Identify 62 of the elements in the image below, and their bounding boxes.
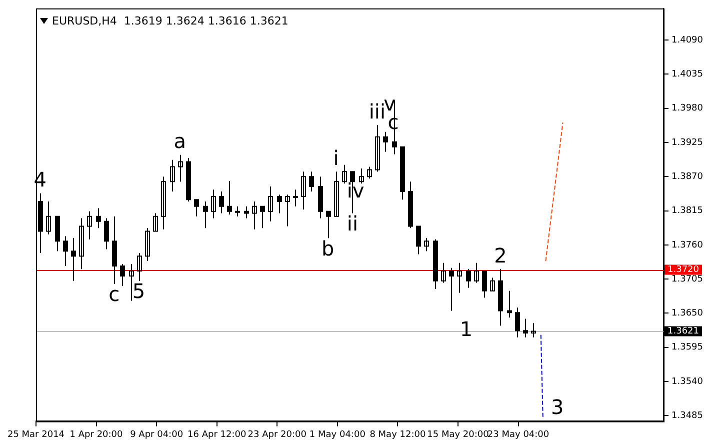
y-tick-label: 1.4090 <box>672 35 704 46</box>
x-tick-label: 1 Apr 20:00 <box>70 430 124 440</box>
candlestick <box>137 252 142 282</box>
candlestick <box>145 228 150 262</box>
candlestick <box>211 189 216 219</box>
y-tick-label: 1.3650 <box>672 308 704 319</box>
candlestick <box>441 262 446 284</box>
candlestick <box>424 238 429 252</box>
candlestick <box>375 124 380 172</box>
candlestick <box>79 218 84 270</box>
annotation: 2 <box>494 243 507 268</box>
y-tick-label: 1.3925 <box>672 138 704 148</box>
candlestick <box>178 154 183 182</box>
candlestick <box>170 159 175 192</box>
x-tick-label: 8 May 12:00 <box>370 430 426 440</box>
annotation: v <box>384 91 396 116</box>
text: EURUSD,H4 1.3619 1.3624 1.3616 1.3621 <box>52 14 288 28</box>
candlestick <box>367 166 372 179</box>
candlestick <box>252 200 257 230</box>
y-tick-label: 1.4035 <box>672 70 704 80</box>
x-tick-label: 15 May 20:00 <box>427 430 490 440</box>
candlestick <box>301 171 306 210</box>
annotation: b <box>321 236 334 260</box>
ref-line-label: 1.3720 <box>668 265 700 276</box>
annotation: 3 <box>550 394 564 419</box>
y-tick-label: 1.3980 <box>672 104 704 114</box>
annotation: iii <box>368 99 386 124</box>
candlestick <box>87 210 92 240</box>
annotation: i <box>333 146 339 170</box>
candlestick <box>293 189 298 207</box>
annotation: c <box>108 282 120 306</box>
y-tick-label: 1.3540 <box>672 376 704 387</box>
annotation: 1 <box>460 316 473 341</box>
candlestick <box>153 212 158 232</box>
annotation: ii <box>346 211 358 236</box>
x-tick-label: 16 Apr 12:00 <box>188 430 246 440</box>
candlestick <box>342 164 347 184</box>
y-tick-label: 1.3705 <box>672 274 704 284</box>
ref-line-label: 1.3621 <box>668 326 700 337</box>
candlestick <box>129 264 134 302</box>
candlestick <box>334 171 339 217</box>
annotation: a <box>174 129 186 154</box>
candlestick <box>457 262 462 294</box>
annotation: 5 <box>132 279 146 304</box>
x-tick-label: 23 Apr 20:00 <box>248 430 307 440</box>
candlestick <box>235 206 240 217</box>
candlestick <box>531 322 536 338</box>
candlestick <box>268 186 273 222</box>
y-tick-label: 1.3485 <box>672 410 704 421</box>
x-tick-label: 25 Mar 2014 <box>7 430 65 440</box>
x-tick-label: 9 Apr 04:00 <box>130 430 184 440</box>
y-tick-label: 1.3595 <box>672 342 704 353</box>
candlestick <box>285 194 290 227</box>
y-tick-label: 1.3870 <box>672 172 704 182</box>
candlestick <box>490 277 495 292</box>
candlestick <box>161 176 166 230</box>
y-tick-label: 1.3760 <box>672 240 704 250</box>
candlestick <box>46 200 51 235</box>
y-tick-label: 1.3815 <box>672 206 704 216</box>
x-tick-label: 23 May 04:00 <box>487 430 550 440</box>
x-tick-label: 1 May 04:00 <box>309 430 366 440</box>
candlestick <box>474 262 479 284</box>
